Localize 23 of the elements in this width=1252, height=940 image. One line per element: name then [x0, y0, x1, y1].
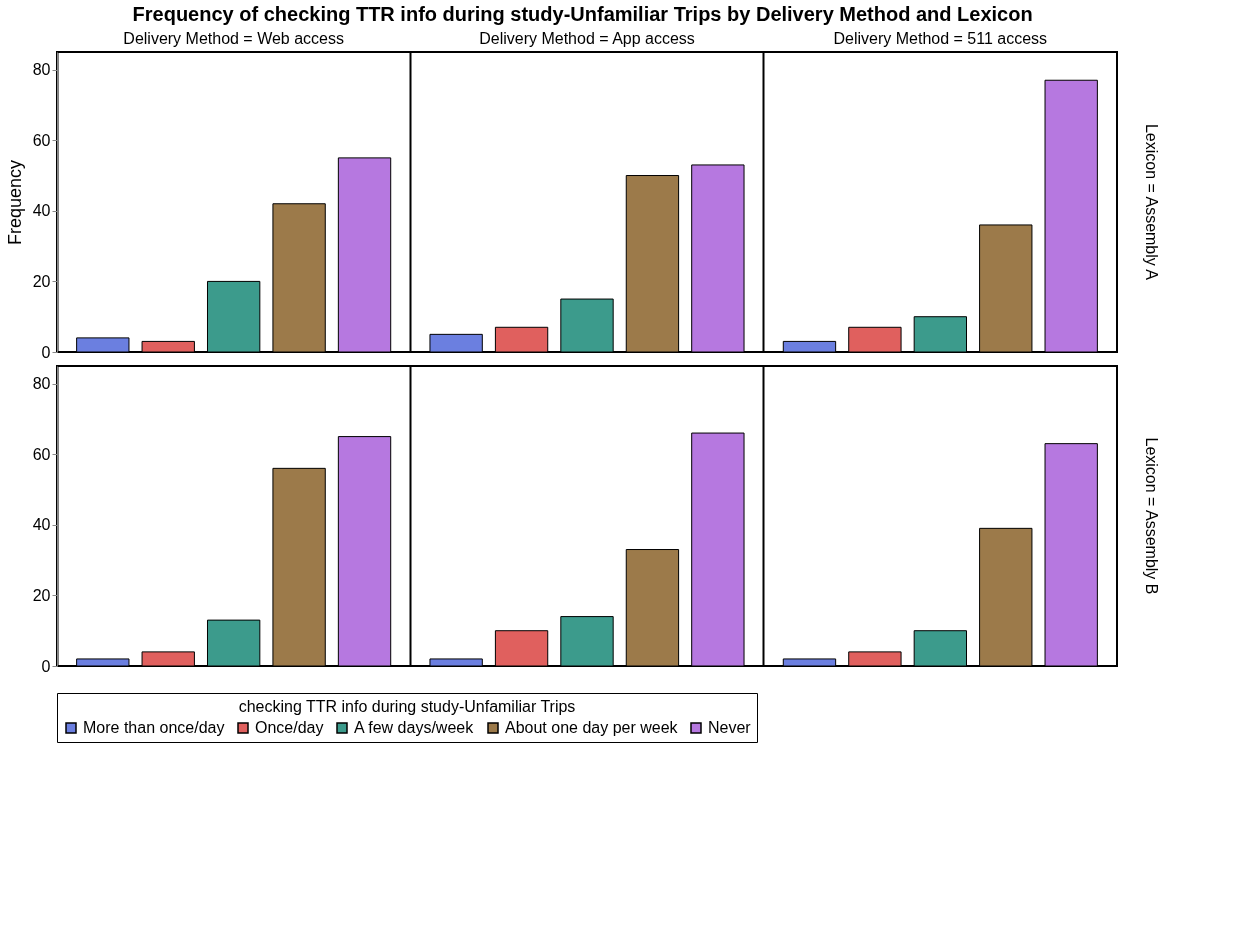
y-tick-label: 60 [32, 445, 51, 463]
y-tick-label: 0 [41, 657, 51, 675]
x-tick-label: Delivery Method = Web access [123, 29, 345, 47]
legend-label: Never [708, 719, 752, 736]
y-tick-label: 0 [41, 343, 51, 361]
y2-axis-title: Lexicon = Assembly B [1143, 437, 1160, 595]
legend-label: A few days/week [354, 719, 475, 736]
y-tick-label: 40 [32, 202, 51, 220]
chart-title: Frequency of checking TTR info during study-Unfamiliar Trips by Delivery Method and Lexicon [132, 3, 1033, 25]
legend-label: Once/day [255, 719, 324, 736]
y2-axis-title: Lexicon = Assembly A [1143, 123, 1160, 281]
x-tick-label: Delivery Method = 511 access [833, 29, 1048, 47]
legend-label: More than once/day [83, 719, 225, 736]
legend-title: checking TTR info during study-Unfamiliar Trips [238, 698, 576, 715]
y-tick-label: 20 [32, 272, 51, 290]
y-axis-title: Frequency [4, 159, 25, 246]
legend-label: About one day per week [505, 719, 679, 736]
y-tick-label: 60 [32, 131, 51, 149]
y-tick-label: 20 [32, 586, 51, 604]
y-tick-label: 40 [32, 516, 51, 534]
y-tick-label: 80 [32, 375, 51, 393]
x-tick-label: Delivery Method = App access [479, 29, 695, 47]
y-tick-label: 80 [32, 61, 51, 79]
